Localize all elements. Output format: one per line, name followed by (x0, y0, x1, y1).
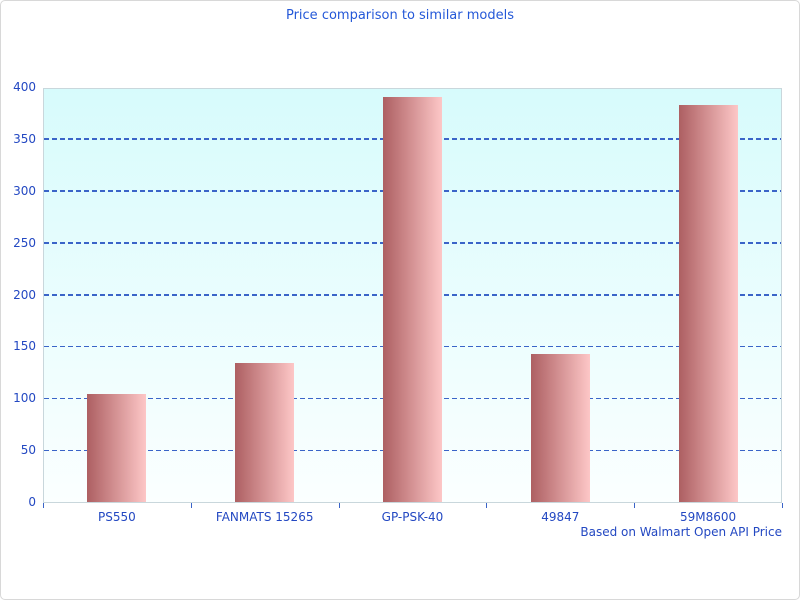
x-axis-tick (782, 503, 783, 508)
y-axis-label-250: 250 (13, 235, 36, 250)
plot-area (43, 88, 782, 503)
y-axis-label-100: 100 (13, 391, 36, 406)
x-axis-label-FANMATS 15265: FANMATS 15265 (215, 510, 314, 524)
chart-title: Price comparison to similar models (285, 8, 515, 23)
y-axis-label-350: 350 (13, 131, 36, 146)
x-axis-tick (190, 503, 192, 508)
bar-GP-PSK-40 (383, 97, 442, 502)
y-axis-label-300: 300 (13, 183, 36, 198)
x-axis-tick (486, 503, 488, 508)
x-axis-label-59M8600: 59M8600 (680, 510, 737, 524)
x-axis-tick (43, 503, 44, 508)
y-axis-label-0: 0 (28, 495, 36, 509)
y-axis-label-50: 50 (20, 443, 36, 458)
x-axis-tick (338, 503, 340, 508)
bar-PS550 (87, 394, 147, 502)
source-note: Based on Walmart Open API Price (580, 525, 782, 539)
y-axis-label-400: 400 (13, 80, 36, 94)
x-axis-tick (634, 503, 636, 508)
y-axis-label-150: 150 (13, 339, 36, 354)
x-axis-label-GP-PSK-40: GP-PSK-40 (381, 510, 444, 524)
x-axis-label-PS550: PS550 (98, 510, 136, 524)
y-axis-label-200: 200 (13, 287, 36, 302)
bar-59M8600 (678, 104, 738, 502)
bar-49847 (530, 353, 590, 502)
bar-FANMATS 15265 (235, 362, 295, 502)
x-axis-label-49847: 49847 (541, 510, 580, 524)
